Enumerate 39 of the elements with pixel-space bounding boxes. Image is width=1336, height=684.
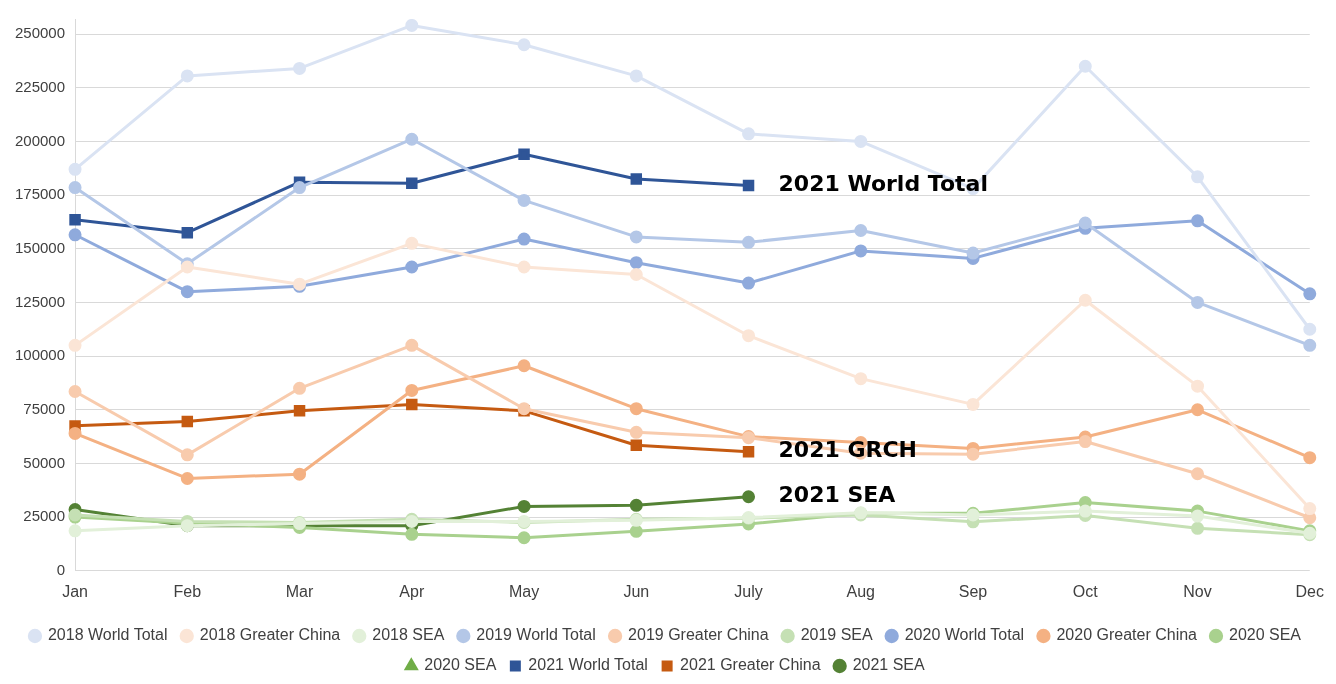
x-tick-label: Aug bbox=[846, 582, 876, 600]
annotation: 2021 SEA bbox=[778, 482, 896, 508]
y-tick-label: 250000 bbox=[14, 24, 66, 42]
annotation: 2021 GRCH bbox=[778, 437, 917, 463]
legend-label: 2021 World Total bbox=[528, 656, 648, 674]
legend-label: 2019 World Total bbox=[476, 626, 596, 644]
x-tick-label: May bbox=[508, 582, 540, 600]
y-tick-label: 225000 bbox=[14, 77, 66, 95]
y-tick-label: 50000 bbox=[23, 453, 66, 471]
y-tick-label: 0 bbox=[56, 560, 66, 578]
x-tick-label: Feb bbox=[173, 582, 202, 600]
y-tick-label: 125000 bbox=[14, 292, 66, 310]
x-tick-label: Apr bbox=[399, 582, 425, 600]
y-tick-label: 100000 bbox=[14, 346, 66, 364]
x-tick-label: July bbox=[734, 582, 763, 600]
legend-label: 2018 Greater China bbox=[199, 626, 341, 644]
y-tick-label: 25000 bbox=[23, 507, 66, 525]
y-tick-label: 175000 bbox=[14, 185, 66, 203]
y-tick-label: 200000 bbox=[14, 131, 66, 149]
annotation: 2021 World Total bbox=[778, 171, 988, 197]
legend-label: 2020 Greater China bbox=[1056, 626, 1198, 644]
legend-label: 2018 SEA bbox=[372, 626, 445, 644]
legend-label: 2020 SEA bbox=[1228, 626, 1302, 644]
x-tick-label: Jan bbox=[62, 582, 88, 600]
x-tick-label: Mar bbox=[285, 582, 314, 600]
x-tick-label: Oct bbox=[1072, 582, 1099, 600]
x-tick-label: Nov bbox=[1183, 582, 1212, 600]
legend-label: 2019 Greater China bbox=[628, 626, 769, 644]
legend-label: 2020 World Total bbox=[904, 626, 1025, 644]
legend-label: 2020 SEA bbox=[424, 656, 497, 674]
x-tick-label: Sep bbox=[958, 582, 988, 600]
legend-label: 2019 SEA bbox=[800, 626, 874, 644]
y-tick-label: 150000 bbox=[14, 238, 66, 256]
y-tick-label: 75000 bbox=[23, 399, 66, 417]
legend-label: 2018 World Total bbox=[47, 626, 168, 644]
legend-label: 2021 SEA bbox=[852, 656, 926, 674]
x-tick-label: Dec bbox=[1295, 582, 1324, 600]
x-tick-label: Jun bbox=[623, 582, 650, 600]
legend-label: 2021 Greater China bbox=[680, 656, 821, 674]
